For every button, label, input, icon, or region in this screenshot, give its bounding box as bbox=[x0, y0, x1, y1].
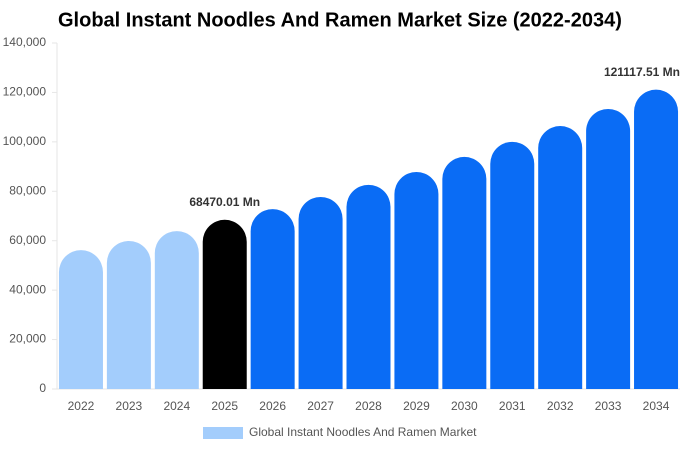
x-tick-label: 2026 bbox=[259, 399, 286, 413]
x-tick-label: 2029 bbox=[403, 399, 430, 413]
value-label: 121117.51 Mn bbox=[604, 65, 680, 79]
x-tick-label: 2030 bbox=[451, 399, 478, 413]
bar bbox=[490, 141, 535, 389]
bar bbox=[250, 209, 295, 389]
chart-title: Global Instant Noodles And Ramen Market … bbox=[58, 9, 622, 31]
y-tick-label: 40,000 bbox=[9, 282, 46, 296]
x-tick-label: 2023 bbox=[116, 399, 143, 413]
bar bbox=[202, 219, 247, 389]
x-tick-label: 2025 bbox=[211, 399, 238, 413]
y-tick-label: 100,000 bbox=[3, 134, 47, 148]
y-tick-label: 0 bbox=[39, 381, 46, 395]
legend-label: Global Instant Noodles And Ramen Market bbox=[249, 425, 477, 439]
y-tick-label: 120,000 bbox=[3, 85, 47, 99]
bar bbox=[442, 156, 487, 389]
bar bbox=[58, 250, 103, 389]
x-tick-label: 2024 bbox=[163, 399, 190, 413]
x-tick-label: 2031 bbox=[499, 399, 526, 413]
x-tick-label: 2032 bbox=[547, 399, 574, 413]
value-label: 68470.01 Mn bbox=[189, 195, 260, 209]
x-tick-label: 2028 bbox=[355, 399, 382, 413]
x-tick-label: 2027 bbox=[307, 399, 334, 413]
x-tick-label: 2034 bbox=[643, 399, 670, 413]
bar bbox=[538, 126, 583, 390]
bar bbox=[586, 108, 631, 390]
bar bbox=[298, 196, 343, 389]
y-tick-label: 20,000 bbox=[9, 332, 46, 346]
bar bbox=[634, 89, 679, 390]
bar bbox=[346, 184, 391, 389]
x-tick-label: 2022 bbox=[68, 399, 95, 413]
legend-swatch bbox=[203, 427, 243, 439]
bar bbox=[154, 231, 199, 389]
bar bbox=[106, 240, 151, 389]
bar bbox=[394, 172, 439, 389]
y-tick-label: 60,000 bbox=[9, 233, 46, 247]
y-tick-label: 140,000 bbox=[3, 35, 47, 49]
y-tick-label: 80,000 bbox=[9, 183, 46, 197]
x-tick-label: 2033 bbox=[595, 399, 622, 413]
